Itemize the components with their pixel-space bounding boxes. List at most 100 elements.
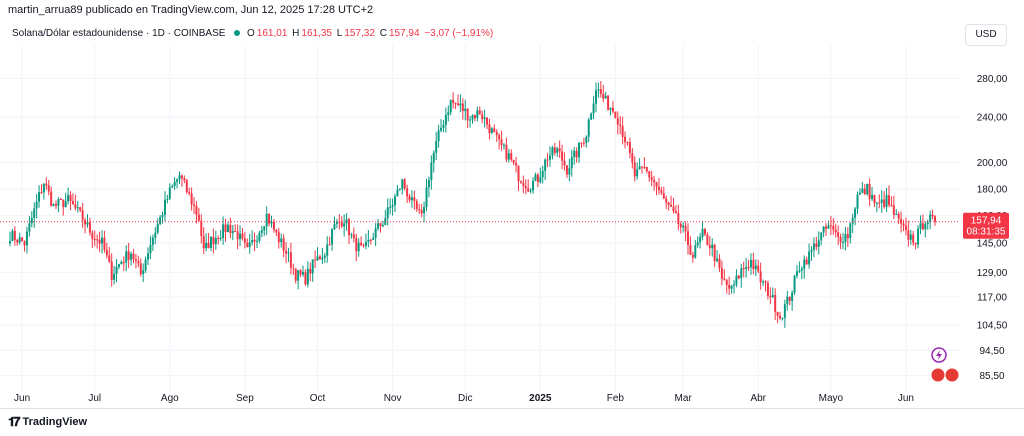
candle-body <box>372 237 375 240</box>
candle-body <box>532 180 535 191</box>
candle-body <box>125 251 128 263</box>
candle-body <box>653 179 656 183</box>
candle-body <box>294 268 297 281</box>
time-tick-label: Mayo <box>819 393 844 404</box>
candle-body <box>711 244 714 249</box>
candle-body <box>35 201 38 209</box>
candle-body <box>490 128 493 134</box>
market-status-dot-icon <box>234 29 241 36</box>
candle-body <box>934 216 936 222</box>
candle-body <box>452 99 455 103</box>
candle-body <box>243 238 246 243</box>
candle-body <box>805 259 808 265</box>
candle-body <box>575 150 578 158</box>
candle-body <box>578 142 581 158</box>
candle-body <box>374 228 377 238</box>
candle-body <box>364 241 367 246</box>
candle-body <box>301 272 304 275</box>
candle-body <box>316 256 319 261</box>
candle-body <box>403 179 406 189</box>
candle-body <box>689 244 692 255</box>
candle-body <box>156 224 159 233</box>
time-tick-label: Jul <box>88 393 101 404</box>
candle-body <box>740 268 743 279</box>
price-tick-label: 94,50 <box>979 346 1004 357</box>
candle-body <box>423 207 426 214</box>
symbol-title: Solana/Dólar estadounidense · 1D · COINB… <box>12 28 226 39</box>
candle-body <box>883 199 886 207</box>
candle-body <box>163 199 166 215</box>
candle-body <box>747 267 750 269</box>
candle-body <box>730 285 733 289</box>
currency-button[interactable]: USD <box>965 24 1007 46</box>
candlestick-chart[interactable]: 85,5094,50104,50117,00129,00145,00162,00… <box>0 0 1024 410</box>
candle-body <box>478 110 481 115</box>
candle-body <box>236 231 239 240</box>
candle-body <box>624 136 627 143</box>
high-label: H <box>292 28 300 39</box>
candle-body <box>779 315 782 319</box>
candle-body <box>800 268 803 271</box>
candle-body <box>662 192 665 199</box>
candle-body <box>139 263 142 275</box>
candle-body <box>398 189 401 191</box>
candle-body <box>863 188 866 195</box>
candle-body <box>565 165 568 175</box>
candle-body <box>323 255 326 258</box>
candle-body <box>185 180 188 193</box>
candle-body <box>306 268 309 285</box>
candle-body <box>505 144 508 160</box>
candle-body <box>563 160 566 166</box>
candle-body <box>488 124 491 134</box>
candle-body <box>292 267 295 269</box>
candle-body <box>752 259 755 270</box>
candle-body <box>871 195 874 199</box>
candle-body <box>720 268 723 279</box>
open-label: O <box>247 28 255 39</box>
candle-body <box>117 264 120 267</box>
candle-body <box>900 218 903 224</box>
candle-body <box>447 112 450 116</box>
candle-body <box>510 153 513 160</box>
candle-body <box>512 159 515 164</box>
candle-body <box>205 242 208 249</box>
candle-body <box>713 244 716 261</box>
candle-body <box>369 239 372 241</box>
candle-body <box>214 237 217 245</box>
candle-body <box>418 209 421 211</box>
candle-body <box>96 239 99 241</box>
candle-body <box>834 229 837 233</box>
candle-body <box>188 192 191 194</box>
candle-body <box>921 223 924 230</box>
candle-body <box>134 259 137 261</box>
candle-body <box>733 284 736 286</box>
candle-body <box>287 252 290 254</box>
candle-body <box>597 89 600 91</box>
candle-body <box>825 226 828 229</box>
candle-body <box>62 199 65 208</box>
candle-body <box>93 239 96 241</box>
close-label: C <box>379 28 387 39</box>
candle-body <box>875 202 878 204</box>
candle-body <box>507 153 510 160</box>
candle-body <box>737 275 740 279</box>
candle-body <box>529 190 532 192</box>
candle-body <box>655 182 658 187</box>
candle-body <box>619 124 622 127</box>
candle-body <box>749 259 752 268</box>
candle-body <box>98 239 101 244</box>
candle-body <box>251 239 254 243</box>
candle-body <box>420 210 423 214</box>
candle-body <box>553 147 556 153</box>
candle-body <box>21 237 24 242</box>
candle-body <box>672 206 675 212</box>
candle-body <box>759 271 762 283</box>
candle-body <box>229 224 232 233</box>
price-tick-label: 180,00 <box>977 185 1008 196</box>
close-value: 157,94 <box>388 28 420 39</box>
tradingview-logo[interactable]: 𝟏𝟕 TradingView <box>8 414 87 430</box>
candle-body <box>677 213 680 225</box>
candle-body <box>912 234 915 243</box>
candle-body <box>226 224 229 233</box>
open-value: 161,01 <box>256 28 288 39</box>
